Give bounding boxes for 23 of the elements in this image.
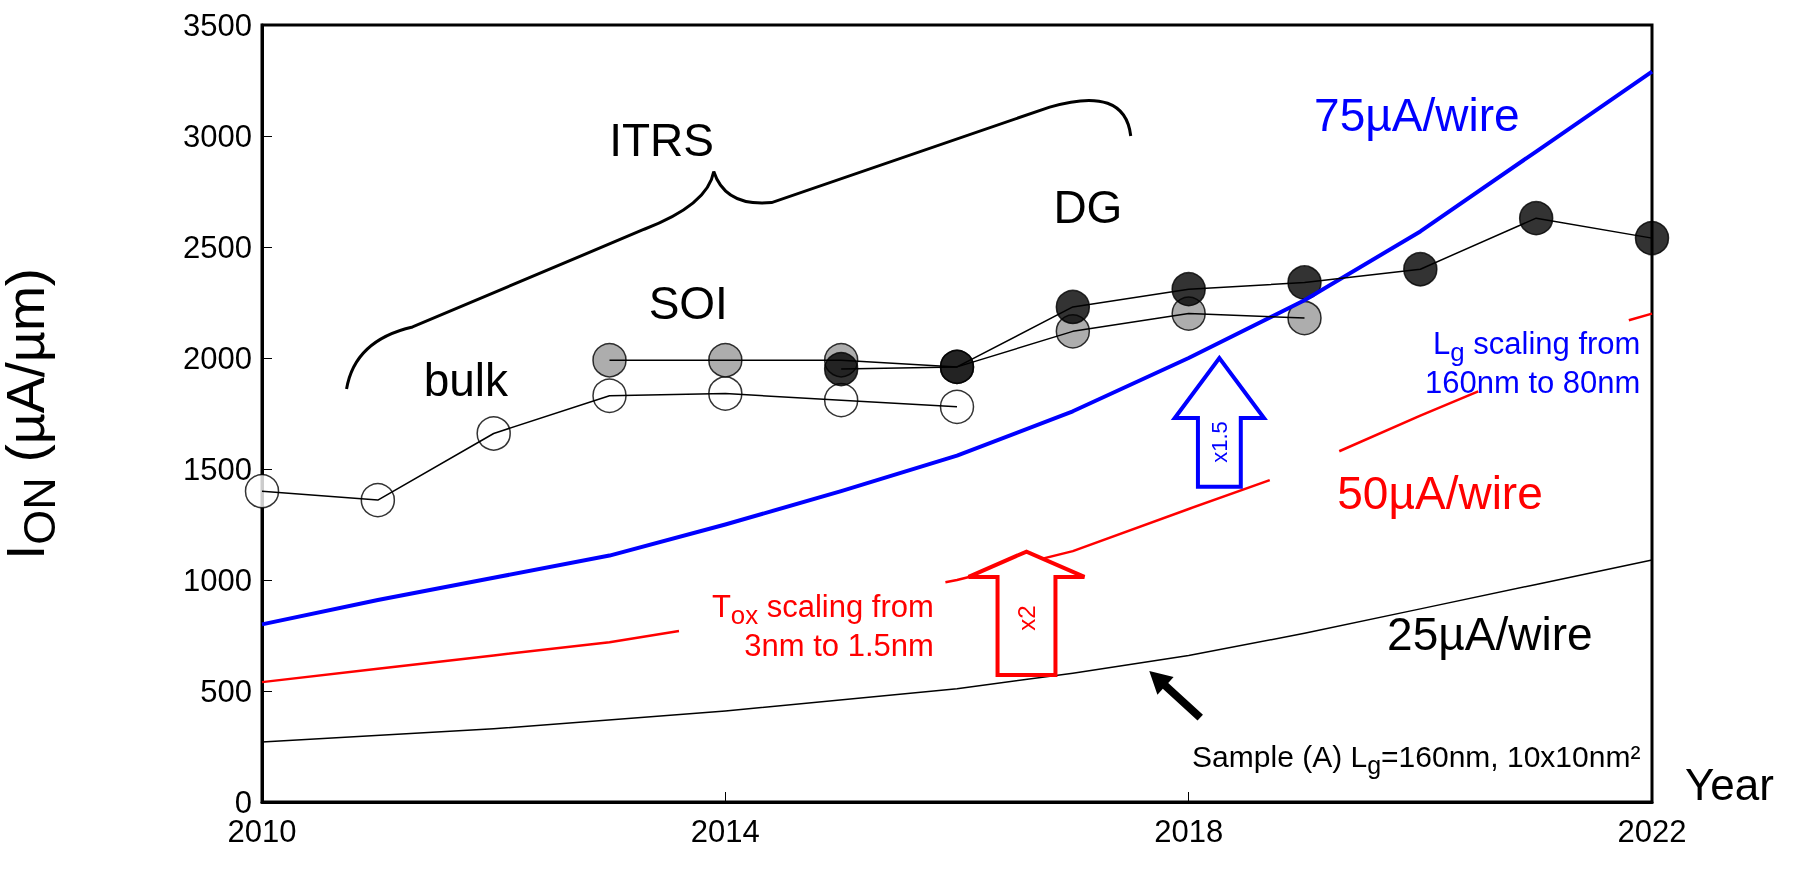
y-tick-label: 3000 [183,118,252,154]
y-tick-label: 500 [200,673,252,709]
series-label: DG [1053,180,1123,235]
series-label: SOI [648,275,728,330]
x-axis-title: Year [1685,760,1774,810]
series-label: 25µA/wire [1387,607,1593,662]
annotation: ITRS [609,114,715,167]
x-tick-label: 2022 [1617,814,1687,849]
annotation: x2 [1012,605,1040,631]
series-label: 50µA/wire [1337,466,1543,521]
y-tick-label: 1500 [183,451,252,487]
y-tick-label: 1000 [183,562,252,598]
annotation: x1.5 [1206,421,1233,464]
annotation: Sample (A) L$_{g}$=160nm, 10x10nm² [1192,740,1641,780]
annotation: L$_{g}$ scaling from 160nm to 80nm [1424,325,1641,401]
annotation: T$_{ox}$ scaling from 3nm to 1.5nm [710,588,934,664]
y-tick-label: 2500 [183,229,252,265]
series-label: 75µA/wire [1314,87,1520,142]
x-tick-label: 2014 [690,814,760,849]
y-tick-label: 3500 [183,7,252,43]
series-label: bulk [423,353,509,408]
x-tick-label: 2018 [1154,814,1224,849]
y-tick-label: 2000 [183,340,252,376]
